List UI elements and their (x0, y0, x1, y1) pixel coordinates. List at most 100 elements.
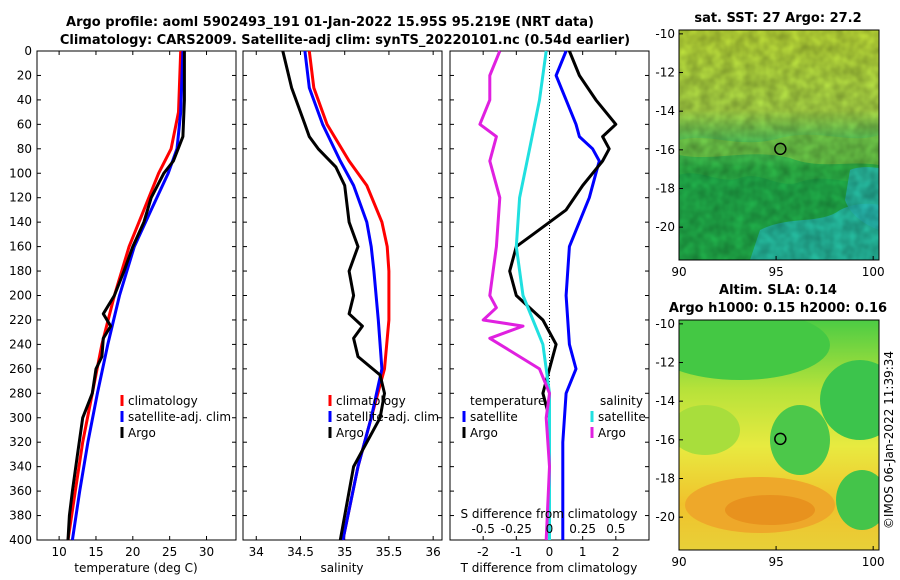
depth-tick-label: 260 (9, 362, 32, 376)
sla-map-image (679, 320, 879, 550)
argo-location-marker (774, 432, 787, 446)
depth-tick-label: 360 (9, 484, 32, 498)
legend-label-t-satellite: satellite (470, 410, 518, 424)
series-line-s-argo (478, 50, 551, 541)
legend-title-salinity: salinity (600, 394, 643, 408)
top-x-tick-label: 0.5 (606, 522, 625, 536)
series-line-satellite-adj-clim (70, 50, 185, 541)
depth-tick-label: 400 (9, 533, 32, 547)
x-tick-label: 35 (337, 545, 352, 559)
depth-tick-label: 60 (17, 117, 32, 131)
map-y-tick-label: -20 (655, 220, 675, 234)
x-tick-label: 1 (579, 545, 587, 559)
legend-label-argo: Argo (128, 426, 156, 440)
map-y-tick-label: -12 (655, 66, 675, 80)
x-tick-label: 2 (612, 545, 620, 559)
map-x-tick-label: 90 (671, 265, 686, 279)
x-tick-label: 25 (162, 545, 177, 559)
legend-label-satellite: satellite-adj. clim (336, 410, 439, 424)
map-y-tick-label: -14 (655, 394, 675, 408)
x-tick-label: -1 (510, 545, 522, 559)
legend-title-temperature: temperature (470, 394, 545, 408)
legend-label-satellite: satellite-adj. clim (128, 410, 231, 424)
depth-tick-label: 380 (9, 509, 32, 523)
map-x-tick-label: 95 (768, 555, 783, 569)
sla-map-title-line1: Altim. SLA: 0.14 (719, 283, 837, 298)
temperature-panel-frame (36, 50, 237, 541)
legend-label-argo: Argo (336, 426, 364, 440)
depth-tick-label: 280 (9, 386, 32, 400)
sst-map-title: sat. SST: 27 Argo: 27.2 (694, 11, 861, 26)
x-tick-label: 30 (199, 545, 214, 559)
legend-label-climatology: climatology (336, 394, 406, 408)
x-tick-label: -2 (477, 545, 489, 559)
depth-tick-label: 20 (17, 68, 32, 82)
salinity-axis-label: salinity (320, 561, 363, 575)
x-tick-label: 35.5 (376, 545, 403, 559)
map-y-tick-label: -14 (655, 104, 675, 118)
diff-axis-label: T difference from climatology (460, 561, 638, 575)
depth-tick-label: 300 (9, 411, 32, 425)
x-tick-label: 15 (88, 545, 103, 559)
series-line-t-satellite (554, 50, 601, 540)
salinity-plot: 34 34.5 35 35.5 36 (249, 50, 441, 559)
sst-map-frame (678, 29, 880, 261)
x-tick-label: 10 (51, 545, 66, 559)
map-x-tick-label: 100 (862, 555, 885, 569)
legend-label-t-argo: Argo (470, 426, 498, 440)
depth-tick-label: 220 (9, 313, 32, 327)
depth-tick-label: 160 (9, 240, 32, 254)
top-x-tick-label: -0.5 (471, 522, 494, 536)
map-x-tick-label: 100 (862, 265, 885, 279)
temperature-axis-label: temperature (deg C) (74, 561, 197, 575)
temperature-legend: climatology satellite-adj. clim Argo (120, 394, 231, 440)
x-tick-label: 0 (546, 545, 554, 559)
x-tick-label: 34.5 (287, 545, 314, 559)
depth-tick-label: 120 (9, 191, 32, 205)
depth-tick-label: 240 (9, 337, 32, 351)
map-y-tick-label: -18 (655, 181, 675, 195)
series-line-climatology (66, 50, 183, 541)
series-line-argo (281, 50, 386, 541)
legend-label-s-argo: Argo (598, 426, 626, 440)
salinity-legend: climatology satellite-adj. clim Argo (328, 394, 439, 440)
sst-map-axes: 90 95 100 -10 -12 -14 -16 -18 -20 (655, 27, 884, 279)
map-y-tick-label: -10 (655, 27, 675, 41)
depth-tick-label: 80 (17, 142, 32, 156)
series-line-satellite-adj-clim (303, 50, 384, 541)
sla-map-axes: 90 95 100 -10 -12 -14 -16 -18 -20 (655, 317, 884, 569)
map-y-tick-label: -18 (655, 471, 675, 485)
depth-tick-label: 320 (9, 435, 32, 449)
depth-axis: 0 20 40 60 80 100 120 140 160 180 200 220 240 260 280 3… (9, 44, 649, 547)
top-x-tick-label: 0.25 (569, 522, 596, 536)
legend-label-climatology: climatology (128, 394, 198, 408)
diff-top-axis-label: S difference from climatology (461, 507, 638, 521)
map-y-tick-label: -16 (655, 433, 675, 447)
series-line-argo (66, 51, 186, 541)
legend-label-s-satellite: satellite (598, 410, 646, 424)
sst-map-image (679, 30, 879, 260)
depth-tick-label: 40 (17, 93, 32, 107)
x-tick-label: 36 (426, 545, 441, 559)
series-line-s-satellite (514, 50, 551, 540)
difference-legend-temperature: temperature satellite Argo (462, 394, 545, 440)
map-y-tick-label: -16 (655, 143, 675, 157)
salinity-panel-frame (242, 50, 443, 541)
depth-tick-label: 180 (9, 264, 32, 278)
difference-legend-salinity: salinity satellite Argo (590, 394, 646, 440)
chart-title-line2: Climatology: CARS2009. Satellite-adj cli… (60, 33, 630, 48)
map-x-tick-label: 95 (768, 265, 783, 279)
depth-tick-label: 140 (9, 215, 32, 229)
argo-location-marker (774, 142, 787, 156)
copyright-label: ©IMOS 06-Jan-2022 11:39:34 (882, 351, 896, 529)
temperature-plot: 10 15 20 25 30 (51, 50, 214, 559)
depth-tick-label: 340 (9, 460, 32, 474)
chart-title-line1: Argo profile: aoml 5902493_191 01-Jan-20… (66, 15, 594, 30)
top-x-tick-label: 0 (546, 522, 554, 536)
map-y-tick-label: -12 (655, 356, 675, 370)
map-x-tick-label: 90 (671, 555, 686, 569)
difference-plot: -2 -1 0 1 2 -0.5 -0.25 0 0.25 0.5 (471, 50, 625, 559)
map-y-tick-label: -10 (655, 317, 675, 331)
x-tick-label: 34 (249, 545, 264, 559)
